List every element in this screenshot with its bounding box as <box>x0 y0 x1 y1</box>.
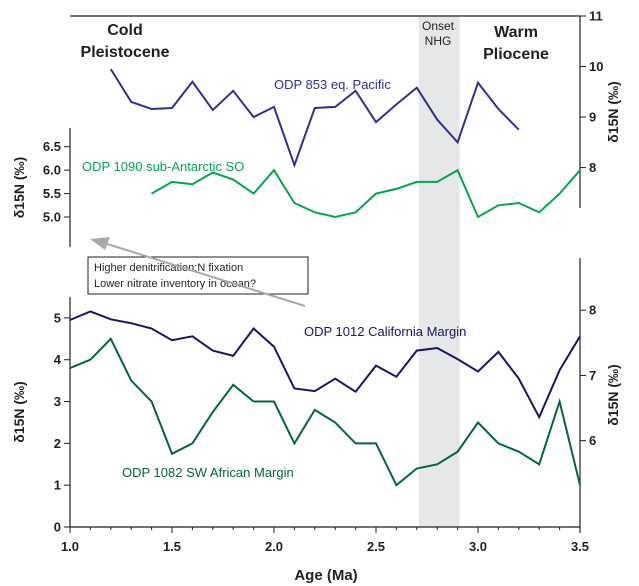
pliocene-label: Pliocene <box>483 46 549 63</box>
left-upper-axis-title: δ15N (‰) <box>11 157 27 218</box>
right-lower-tick-label: 7 <box>589 368 596 383</box>
odp1012-line <box>69 310 581 420</box>
series-label-odp1012: ODP 1012 California Margin <box>304 324 466 339</box>
warm-label: Warm <box>494 24 538 41</box>
left-lower-axis-title: δ15N (‰) <box>11 381 27 442</box>
x-tick-label: 1.0 <box>61 539 79 554</box>
left-lower-tick-label: 5 <box>54 310 61 325</box>
series-label-odp1090: ODP 1090 sub-Antarctic SO <box>82 159 244 174</box>
left-upper-tick-label: 5.0 <box>43 210 61 225</box>
nhg-label: NHG <box>425 34 452 48</box>
odp1082-line <box>69 337 581 487</box>
right-lower-tick-label: 6 <box>589 433 596 448</box>
left-upper-tick-label: 6.0 <box>43 163 61 178</box>
x-tick-label: 2.5 <box>367 539 385 554</box>
series-label-odp1082: ODP 1082 SW African Margin <box>122 465 294 480</box>
right-upper-tick-label: 8 <box>589 160 596 175</box>
right-upper-tick-label: 11 <box>589 9 603 24</box>
annotation-line-1: Higher denitrification:N fixation <box>94 262 243 274</box>
pleistocene-label: Pleistocene <box>81 44 170 61</box>
onset-label: Onset <box>422 19 455 33</box>
cold-label: Cold <box>107 22 143 39</box>
annotation-arrowhead <box>90 237 110 250</box>
x-tick-label: 3.0 <box>469 539 487 554</box>
left-lower-tick-label: 3 <box>54 394 61 409</box>
left-upper-tick-label: 5.5 <box>43 186 61 201</box>
annotation-arrow <box>103 242 306 307</box>
right-lower-axis-title: δ15N (‰) <box>605 364 621 425</box>
odp853-line <box>109 68 520 169</box>
x-tick-label: 3.5 <box>571 539 589 554</box>
right-upper-axis-title: δ15N (‰) <box>605 81 621 142</box>
left-lower-tick-label: 2 <box>54 436 61 451</box>
right-upper-tick-label: 10 <box>589 59 603 74</box>
x-tick-label: 2.0 <box>265 539 283 554</box>
left-upper-tick-label: 6.5 <box>43 139 61 154</box>
odp1090-line <box>151 168 581 219</box>
left-lower-tick-label: 4 <box>54 352 62 367</box>
right-upper-tick-label: 9 <box>589 110 596 125</box>
left-lower-tick-label: 1 <box>54 478 61 493</box>
series-label-odp853: ODP 853 eq. Pacific <box>274 77 391 92</box>
annotation-box <box>87 256 309 295</box>
annotation-line-2: Lower nitrate inventory in ocean? <box>94 278 256 290</box>
x-tick-label: 1.5 <box>163 539 181 554</box>
onset-nhg-band <box>418 16 460 527</box>
right-lower-tick-label: 8 <box>589 303 596 318</box>
left-lower-tick-label: 0 <box>54 520 61 535</box>
x-axis-title: Age (Ma) <box>294 567 357 584</box>
